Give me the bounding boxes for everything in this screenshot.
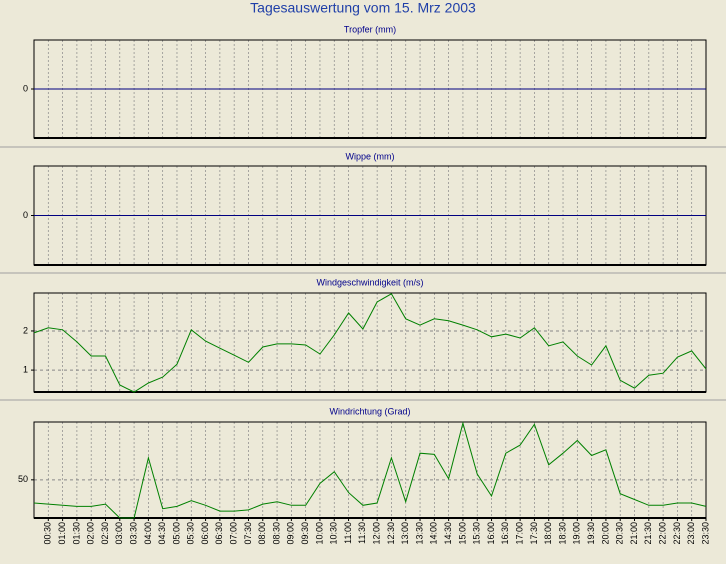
data-line (33, 421, 707, 519)
x-tick-label: 22:30 (672, 522, 682, 545)
x-tick-label: 21:30 (643, 522, 653, 545)
x-tick-label: 07:00 (229, 522, 239, 545)
x-tick-label: 05:30 (186, 522, 196, 545)
x-tick-label: 11:00 (343, 522, 353, 544)
x-tick-label: 23:30 (700, 522, 710, 545)
y-tick-label: 2 (23, 325, 28, 335)
x-tick-label: 05:00 (171, 522, 181, 545)
x-tick-label: 01:30 (71, 522, 81, 545)
x-tick-label: 17:30 (529, 522, 539, 545)
x-tick-label: 02:00 (86, 522, 96, 545)
x-tick-label: 19:30 (586, 522, 596, 545)
panel-title: Tropfer (mm) (344, 24, 396, 34)
page-title: Tagesauswertung vom 15. Mrz 2003 (250, 0, 476, 16)
x-tick-label: 13:00 (400, 522, 410, 545)
y-tick-label: 1 (23, 364, 28, 374)
x-tick-label: 09:30 (300, 522, 310, 545)
data-line (33, 293, 707, 393)
y-tick-label: 50 (18, 474, 28, 484)
x-tick-label: 01:00 (57, 522, 67, 545)
x-tick-label: 22:00 (657, 522, 667, 545)
x-tick-label: 20:00 (600, 522, 610, 545)
x-tick-label: 20:30 (615, 522, 625, 545)
x-tick-label: 21:00 (629, 522, 639, 545)
x-tick-label: 00:30 (43, 522, 53, 545)
x-tick-label: 18:00 (543, 522, 553, 545)
x-tick-label: 10:30 (329, 522, 339, 545)
x-tick-label: 18:30 (557, 522, 567, 545)
x-tick-label: 15:00 (457, 522, 467, 545)
panel-title: Windgeschwindigkeit (m/s) (316, 277, 423, 287)
x-tick-label: 10:00 (314, 522, 324, 545)
x-tick-label: 09:00 (286, 522, 296, 545)
x-tick-label: 08:30 (271, 522, 281, 545)
x-tick-label: 06:30 (214, 522, 224, 545)
y-tick-label: 0 (23, 210, 28, 220)
x-tick-label: 17:00 (515, 522, 525, 545)
panel-title: Windrichtung (Grad) (329, 406, 410, 416)
x-tick-label: 03:00 (114, 522, 124, 545)
x-tick-label: 06:00 (200, 522, 210, 545)
x-tick-label: 16:30 (500, 522, 510, 545)
x-tick-label: 12:30 (386, 522, 396, 545)
x-tick-label: 11:30 (357, 522, 367, 544)
x-tick-label: 19:00 (572, 522, 582, 545)
x-tick-label: 14:00 (429, 522, 439, 545)
x-tick-label: 04:00 (143, 522, 153, 545)
plot-frame (33, 292, 707, 393)
x-tick-label: 12:00 (372, 522, 382, 545)
plot-frame (33, 421, 707, 519)
panel-title: Wippe (mm) (346, 151, 395, 161)
x-tick-label: 23:00 (686, 522, 696, 545)
x-tick-label: 16:00 (486, 522, 496, 545)
x-tick-label: 13:30 (414, 522, 424, 545)
x-tick-label: 03:30 (128, 522, 138, 545)
x-tick-label: 08:00 (257, 522, 267, 545)
y-tick-label: 0 (23, 83, 28, 93)
x-tick-label: 04:30 (157, 522, 167, 545)
x-tick-label: 15:30 (472, 522, 482, 545)
x-tick-label: 07:30 (243, 522, 253, 545)
x-tick-label: 02:30 (100, 522, 110, 545)
x-tick-label: 14:30 (443, 522, 453, 545)
